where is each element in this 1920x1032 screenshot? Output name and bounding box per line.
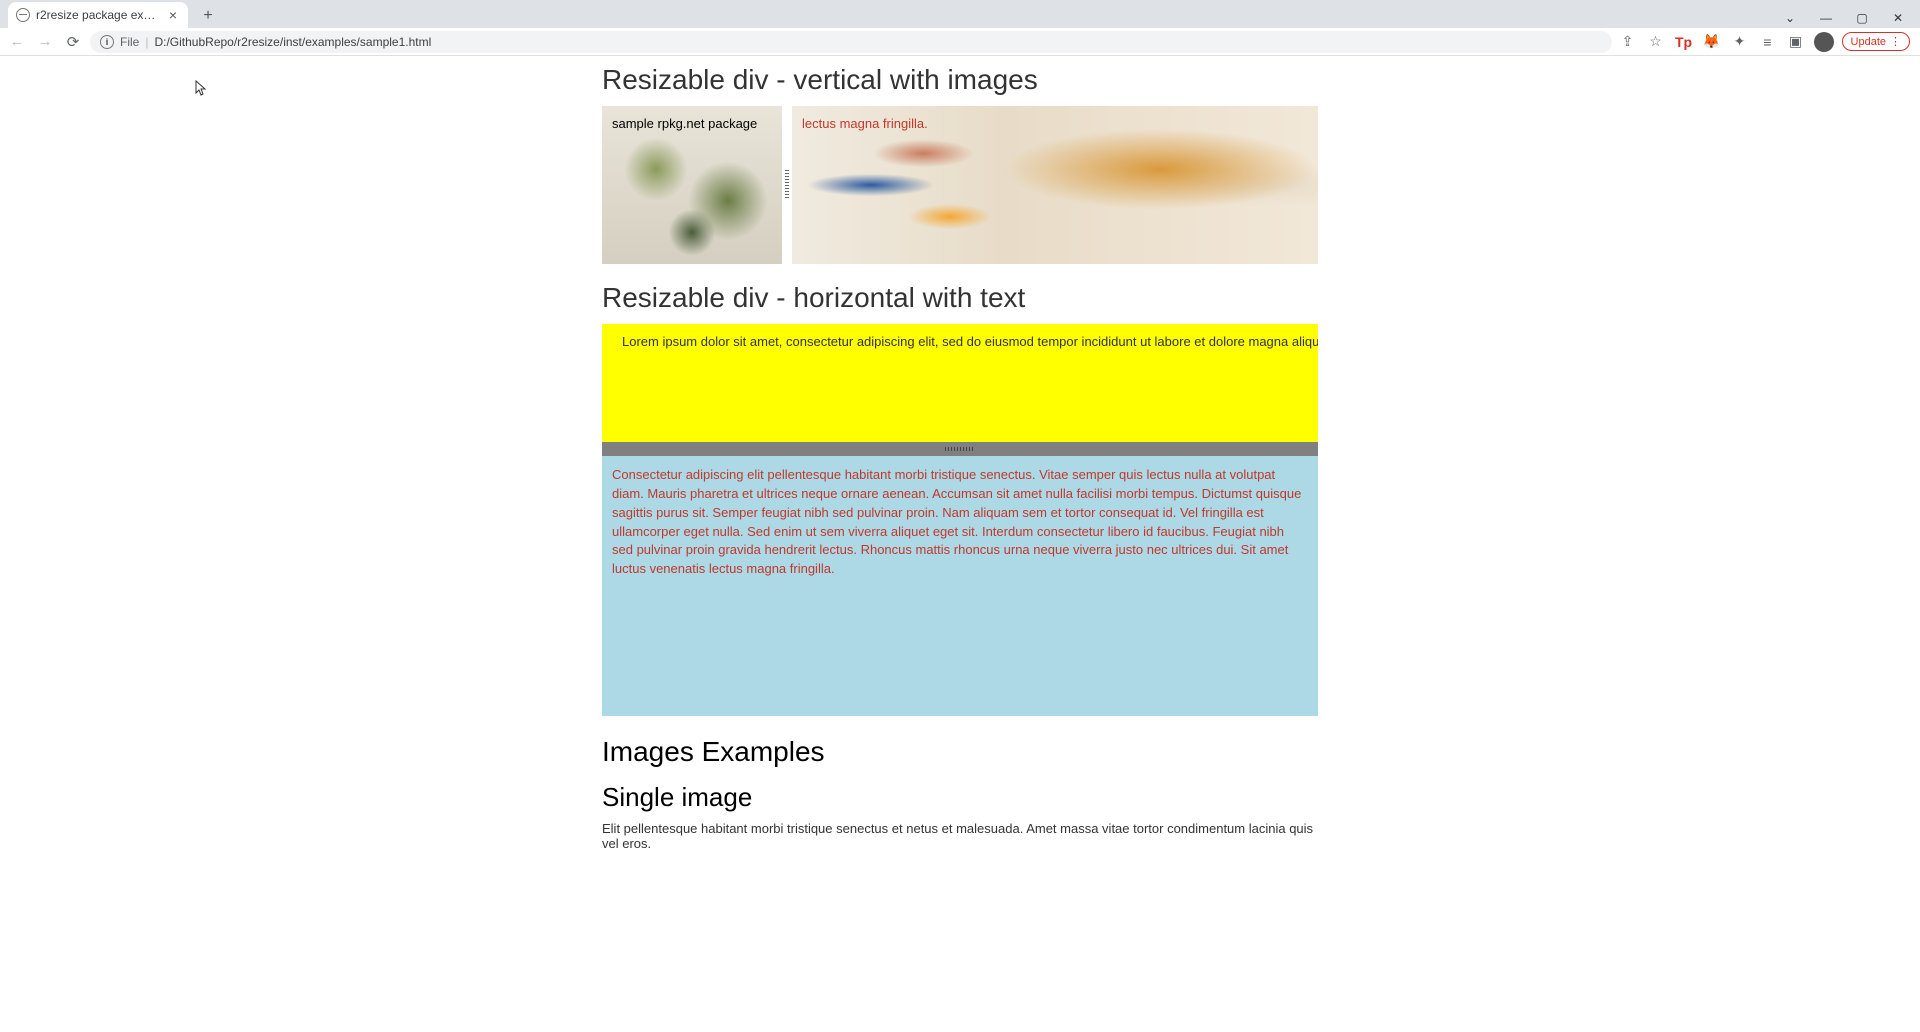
addr-path: D:/GithubRepo/r2resize/inst/examples/sam… [154, 35, 431, 49]
profile-avatar[interactable] [1814, 32, 1834, 52]
top-pane: Lorem ipsum dolor sit amet, consectetur … [602, 324, 1318, 442]
heading-single-image: Single image [602, 782, 1318, 813]
vertical-split-container: sample rpkg.net package lectus magna fri… [602, 106, 1318, 264]
left-pane: sample rpkg.net package [602, 106, 782, 264]
vertical-resize-handle[interactable] [782, 106, 792, 264]
tp-extension-icon[interactable]: Tp [1674, 32, 1694, 52]
heading-horizontal: Resizable div - horizontal with text [602, 282, 1318, 314]
tab-bar: r2resize package example to add × + ⌄ — … [0, 0, 1920, 28]
chevron-down-icon[interactable]: ⌄ [1776, 8, 1804, 28]
tab-title: r2resize package example to add [36, 8, 160, 22]
reading-list-icon[interactable]: ≡ [1758, 32, 1778, 52]
single-image-body: Elit pellentesque habitant morbi tristiq… [602, 821, 1318, 851]
bottom-pane: Consectetur adipiscing elit pellentesque… [602, 456, 1318, 716]
addr-prefix: File [120, 35, 139, 49]
minimize-button[interactable]: — [1812, 8, 1840, 28]
extensions-icon[interactable]: ✦ [1730, 32, 1750, 52]
update-button[interactable]: Update ⋮ [1842, 32, 1910, 51]
toolbar-right: ⇪ ☆ Tp 🦊 ✦ ≡ ▣ Update ⋮ [1618, 32, 1914, 52]
maximize-button[interactable]: ▢ [1848, 8, 1876, 28]
reload-button[interactable]: ⟳ [62, 31, 84, 53]
globe-icon [16, 8, 30, 22]
right-image-label: lectus magna fringilla. [802, 116, 928, 131]
back-button[interactable]: ← [6, 31, 28, 53]
forward-button[interactable]: → [34, 31, 56, 53]
page-content: Resizable div - vertical with images sam… [602, 56, 1318, 1032]
bottom-text: Consectetur adipiscing elit pellentesque… [612, 467, 1301, 576]
spacer [602, 851, 1318, 1032]
heading-images-examples: Images Examples [602, 736, 1318, 768]
addr-sep: | [145, 35, 148, 49]
side-panel-icon[interactable]: ▣ [1786, 32, 1806, 52]
share-icon[interactable]: ⇪ [1618, 32, 1638, 52]
horizontal-split-container: Lorem ipsum dolor sit amet, consectetur … [602, 324, 1318, 716]
browser-chrome: r2resize package example to add × + ⌄ — … [0, 0, 1920, 56]
fox-extension-icon[interactable]: 🦊 [1702, 32, 1722, 52]
close-icon[interactable]: × [166, 8, 180, 22]
cursor-icon [195, 80, 209, 98]
right-pane: lectus magna fringilla. [792, 106, 1318, 264]
close-window-button[interactable]: ✕ [1884, 8, 1912, 28]
horizontal-resize-handle[interactable] [602, 442, 1318, 456]
window-controls: ⌄ — ▢ ✕ [1776, 8, 1920, 28]
address-bar: ← → ⟳ i File | D:/GithubRepo/r2resize/in… [0, 28, 1920, 56]
new-tab-button[interactable]: + [196, 4, 220, 28]
grip-icon [785, 170, 789, 200]
bookmark-icon[interactable]: ☆ [1646, 32, 1666, 52]
address-field[interactable]: i File | D:/GithubRepo/r2resize/inst/exa… [90, 31, 1612, 53]
left-image-label: sample rpkg.net package [612, 116, 757, 131]
grip-icon [945, 447, 975, 451]
browser-tab[interactable]: r2resize package example to add × [8, 2, 188, 28]
heading-vertical: Resizable div - vertical with images [602, 64, 1318, 96]
top-text: Lorem ipsum dolor sit amet, consectetur … [622, 334, 1318, 349]
page-viewport[interactable]: Resizable div - vertical with images sam… [0, 56, 1920, 1032]
info-icon[interactable]: i [100, 35, 114, 49]
